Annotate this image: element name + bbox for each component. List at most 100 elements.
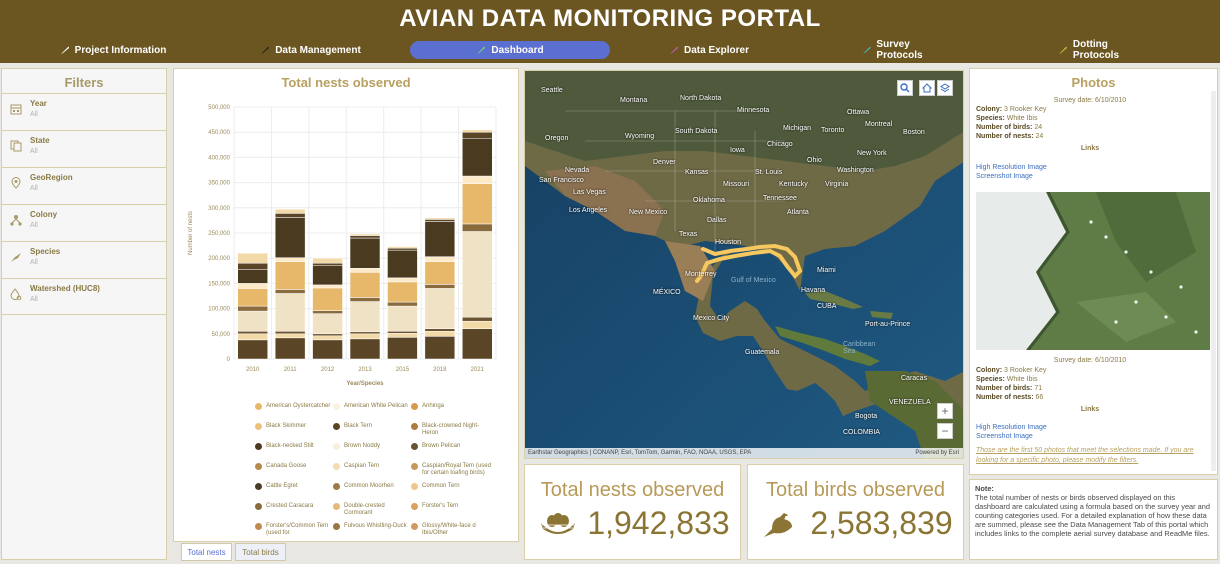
map-label: Gulf of Mexico (731, 277, 776, 284)
powered-by-esri[interactable]: Powered by Esri (915, 450, 959, 456)
legend-swatch (411, 463, 418, 470)
map-label: Toronto (821, 127, 845, 134)
filter-state[interactable]: State All (2, 130, 167, 167)
legend-swatch (411, 423, 418, 430)
water-drop-icon (10, 288, 22, 300)
bar-segment (387, 246, 418, 249)
bar-segment (349, 297, 381, 302)
legend-item[interactable]: Glossy/White-face d Ibis/Other (411, 523, 492, 537)
legend-swatch (255, 523, 262, 530)
map-label: Mexico City (693, 315, 730, 322)
nav-data-explorer[interactable]: Data Explorer (668, 41, 750, 59)
y-tick-label: 50,000 (212, 332, 231, 338)
tab-total-nests[interactable]: Total nests (181, 543, 232, 561)
bird-icon (11, 253, 21, 262)
map-copy-icon (10, 140, 22, 152)
bar-segment (274, 289, 306, 294)
y-tick-label: 300,000 (208, 206, 230, 212)
zoom-in-button[interactable]: + (937, 403, 953, 419)
bar-segment (462, 320, 493, 330)
legend-label: Double-crested Cormorant (344, 503, 385, 516)
map-layers-button[interactable] (937, 80, 953, 96)
survey-colony: Colony: 3 Rooker Key (976, 367, 1046, 374)
nav-project-information[interactable]: Project Information (58, 41, 168, 59)
legend-swatch (333, 483, 340, 490)
bar-segment (274, 293, 306, 332)
legend-label: Brown Pelican (422, 443, 461, 449)
legend-item[interactable]: Forster's/Common Tern (used for (255, 523, 336, 537)
x-tick-label: 2021 (471, 367, 485, 373)
nav-data-management[interactable]: Data Management (258, 41, 363, 59)
legend-item[interactable]: Anhinga (411, 403, 492, 410)
bar-segment (462, 316, 493, 322)
y-tick-label: 450,000 (208, 130, 230, 136)
legend-item[interactable]: Common Moorhen (333, 483, 414, 490)
aerial-photo[interactable] (976, 192, 1210, 350)
map-label: Iowa (730, 147, 745, 154)
stat-nests-title: Total nests observed (540, 479, 725, 501)
map-label: Washington (837, 167, 874, 174)
bar-segment (349, 237, 381, 269)
legend-item[interactable]: Cattle Egret (255, 483, 336, 490)
filter-georegion[interactable]: GeoRegion All (2, 167, 167, 204)
legend-item[interactable]: Black Skimmer (255, 423, 336, 430)
note-text: The total number of nests or birds obser… (975, 493, 1211, 538)
legend-item[interactable]: Black-necked Stilt (255, 443, 336, 450)
species-key: Species: (976, 115, 1005, 122)
chart-title: Total nests observed (281, 75, 411, 90)
filter-watershed[interactable]: Watershed (HUC8) All (2, 278, 167, 315)
bar-segment (462, 328, 493, 360)
tab-total-birds[interactable]: Total birds (235, 543, 286, 561)
legend-label: Cattle Egret (266, 483, 298, 489)
legend-item[interactable]: Black-crowned Night-Heron (411, 423, 492, 437)
map-label: Ottawa (847, 109, 870, 116)
legend-item[interactable]: Brown Noddy (333, 443, 414, 450)
zoom-out-button[interactable]: − (937, 423, 953, 439)
map-attribution: Earthstar Geographics | CONANP, Esri, To… (525, 448, 963, 458)
map-label: Bogota (855, 413, 878, 420)
chart-panel: Total nests observed 0 50,000 100,000 150,0… (173, 68, 519, 542)
filters-panel: Filters Year All State All GeoRegion All… (1, 68, 167, 560)
screenshot-link[interactable]: Screenshot Image (976, 433, 1033, 440)
nav-label: Data Explorer (683, 44, 750, 56)
legend-item[interactable]: Canada Goose (255, 463, 336, 470)
legend-item[interactable]: American White Pelican (333, 403, 414, 410)
high-resolution-link[interactable]: High Resolution Image (976, 424, 1047, 431)
x-axis-label: Year/Species (346, 381, 384, 387)
map-view[interactable]: Seattle Montana North Dakota Minnesota O… (524, 70, 964, 459)
feather-icon (1058, 46, 1067, 54)
legend-label: Black-crowned Night-Heron (422, 423, 480, 436)
map-home-button[interactable] (919, 80, 935, 96)
map-label: Caracas (901, 375, 928, 382)
legend-item[interactable]: Black Tern (333, 423, 414, 430)
legend-item[interactable]: Caspian/Royal Tern (used for certain loa… (411, 463, 492, 477)
legend-item[interactable]: Common Tern (411, 483, 492, 490)
high-resolution-link[interactable]: High Resolution Image (976, 164, 1047, 171)
legend-swatch (333, 443, 340, 450)
nav-survey-protocols[interactable]: Survey Protocols (862, 39, 954, 61)
nav-dotting-protocols[interactable]: Dotting Protocols (1058, 39, 1156, 61)
filter-colony[interactable]: Colony All (2, 204, 167, 241)
bar-segment (237, 288, 268, 307)
legend-item[interactable]: Crested Caracara (255, 503, 336, 510)
legend-swatch (255, 443, 262, 450)
legend-item[interactable]: Caspian Tern (333, 463, 414, 470)
legend-item[interactable]: American Oystercatcher (255, 403, 336, 410)
filter-species[interactable]: Species All (2, 241, 167, 278)
filter-year[interactable]: Year All (2, 93, 167, 130)
legend-item[interactable]: Fulvous Whistling-Duck (333, 523, 414, 530)
feather-icon (669, 46, 678, 54)
stat-birds-card: Total birds observed 2,583,839 (747, 464, 964, 560)
legend-item[interactable]: Forster's Tern (411, 503, 492, 510)
photos-scrollbar[interactable] (1211, 91, 1216, 471)
birds-value: 71 (1034, 385, 1043, 392)
screenshot-link[interactable]: Screenshot Image (976, 173, 1033, 180)
bar-segment (312, 339, 343, 360)
nav-dashboard[interactable]: Dashboard (410, 41, 610, 59)
legend-label: Common Tern (422, 483, 460, 489)
bar-segment (349, 333, 381, 340)
map-label: Dallas (707, 217, 727, 224)
legend-item[interactable]: Brown Pelican (411, 443, 492, 450)
legend-item[interactable]: Double-crested Cormorant (333, 503, 414, 517)
map-search-button[interactable] (897, 80, 913, 96)
